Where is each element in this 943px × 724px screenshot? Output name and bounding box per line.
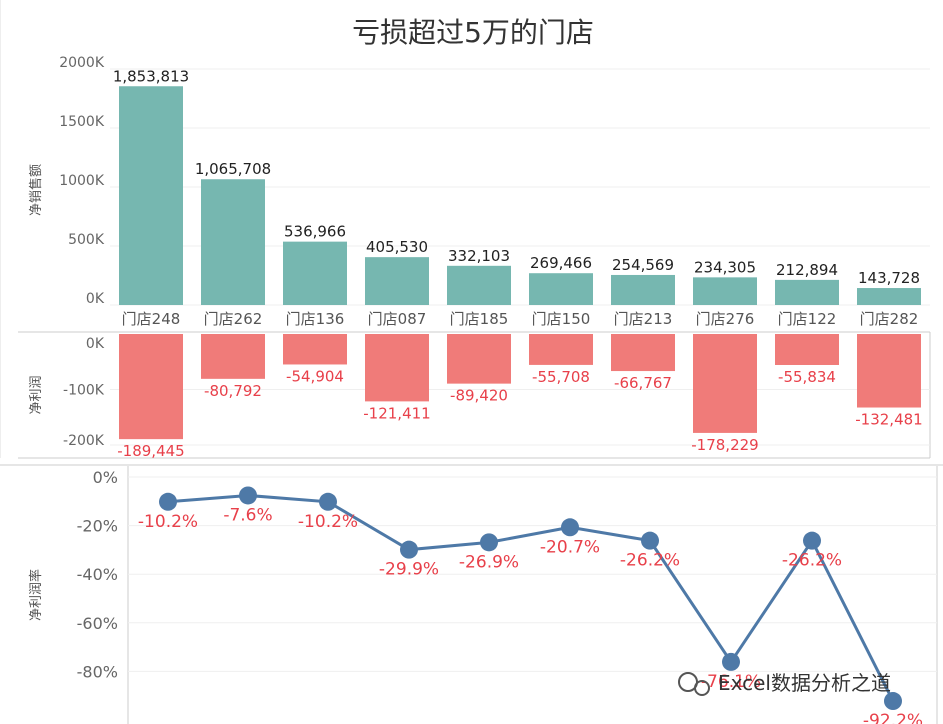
chart-title: 亏损超过5万的门店 (352, 16, 594, 49)
margin-data-label: -20.7% (540, 537, 600, 557)
sales-bar (201, 179, 265, 305)
profit-bar (447, 334, 511, 384)
profit-data-label: -121,411 (363, 404, 430, 422)
sales-bar (693, 277, 757, 305)
margin-line (167, 493, 895, 702)
margin-data-label: -26.2% (620, 551, 680, 571)
category-label: 门店213 (614, 310, 673, 328)
sales-data-label: 1,065,708 (195, 160, 271, 178)
category-label: 门店248 (122, 310, 181, 328)
category-label: 门店282 (860, 310, 919, 328)
sales-bar (857, 288, 921, 305)
profit-data-label: -89,420 (450, 387, 508, 405)
sales-bar (119, 86, 183, 306)
watermark-text: Excel数据分析之道 (718, 671, 891, 695)
sales-data-label: 332,103 (448, 247, 510, 265)
sales-bar (775, 279, 839, 305)
sales-y-tick: 1500K (59, 114, 105, 130)
margin-y-tick: -60% (77, 614, 118, 633)
margin-point (159, 492, 177, 511)
sales-bar (365, 257, 429, 305)
margin-data-label: -29.9% (379, 560, 439, 580)
margin-point (561, 518, 579, 537)
wechat-icon-small (694, 680, 710, 696)
margin-point (480, 533, 498, 552)
profit-data-label: -178,229 (691, 436, 758, 454)
profit-bar (119, 334, 183, 440)
sales-data-label: 1,853,813 (113, 67, 189, 85)
margin-point (884, 692, 902, 711)
margin-data-label: -92.2% (863, 711, 923, 724)
sales-data-label: 212,894 (776, 261, 838, 279)
profit-bar (529, 334, 593, 365)
sales-axis-title: 净销售额 (28, 164, 44, 216)
margin-point (803, 531, 821, 550)
margin-data-label: -76.1% (701, 672, 761, 692)
margin-data-label: -7.6% (223, 505, 272, 525)
profit-y-tick: 0K (86, 336, 105, 352)
profit-data-label: -54,904 (286, 367, 344, 385)
category-label: 门店150 (532, 310, 591, 328)
sales-y-tick: 500K (68, 232, 105, 248)
profit-data-label: -66,767 (614, 374, 672, 392)
margin-point (239, 486, 257, 505)
category-label: 门店087 (368, 310, 427, 328)
category-label: 门店276 (696, 310, 755, 328)
profit-bar (365, 334, 429, 402)
profit-bar (611, 334, 675, 372)
margin-point (400, 540, 418, 559)
category-label: 门店136 (286, 310, 345, 328)
profit-data-label: -80,792 (204, 382, 262, 400)
margin-data-label: -10.2% (138, 512, 198, 532)
margin-axis-title: 净利润率 (28, 569, 44, 621)
profit-data-label: -132,481 (855, 411, 922, 429)
margin-point (319, 492, 337, 511)
sales-data-label: 234,305 (694, 258, 756, 276)
margin-point (641, 531, 659, 550)
profit-data-label: -55,708 (532, 368, 590, 386)
sales-data-label: 536,966 (284, 223, 346, 241)
sales-data-label: 254,569 (612, 256, 674, 274)
profit-bar (775, 334, 839, 365)
margin-y-tick: -80% (77, 662, 118, 681)
category-label: 门店262 (204, 310, 263, 328)
margin-y-tick: -20% (77, 517, 118, 536)
category-label: 门店122 (778, 310, 837, 328)
profit-bar (857, 334, 921, 408)
sales-bar (529, 273, 593, 305)
profit-bar (693, 334, 757, 433)
profit-data-label: -189,445 (117, 442, 184, 460)
profit-bar (283, 334, 347, 365)
sales-y-tick: 0K (86, 291, 105, 307)
margin-data-label: -10.2% (298, 512, 358, 532)
profit-axis-title: 净利润 (29, 375, 44, 414)
margin-data-label: -26.9% (459, 552, 519, 572)
margin-point (722, 652, 740, 671)
profit-bar (201, 334, 265, 379)
margin-y-tick: 0% (93, 468, 118, 487)
watermark: Excel数据分析之道 (678, 671, 891, 696)
sales-data-label: 269,466 (530, 254, 592, 272)
sales-data-label: 143,728 (858, 269, 920, 287)
margin-y-tick: -40% (77, 565, 118, 584)
sales-bar (283, 241, 347, 305)
sales-bar (447, 265, 511, 305)
sales-bar (611, 274, 675, 305)
profit-data-label: -55,834 (778, 368, 836, 386)
profit-y-tick: -100K (63, 383, 105, 399)
sales-y-tick: 2000K (59, 55, 105, 71)
category-label: 门店185 (450, 310, 509, 328)
profit-y-tick: -200K (63, 433, 105, 449)
sales-data-label: 405,530 (366, 238, 428, 256)
margin-data-label: -26.2% (782, 551, 842, 571)
sales-y-tick: 1000K (59, 173, 105, 189)
